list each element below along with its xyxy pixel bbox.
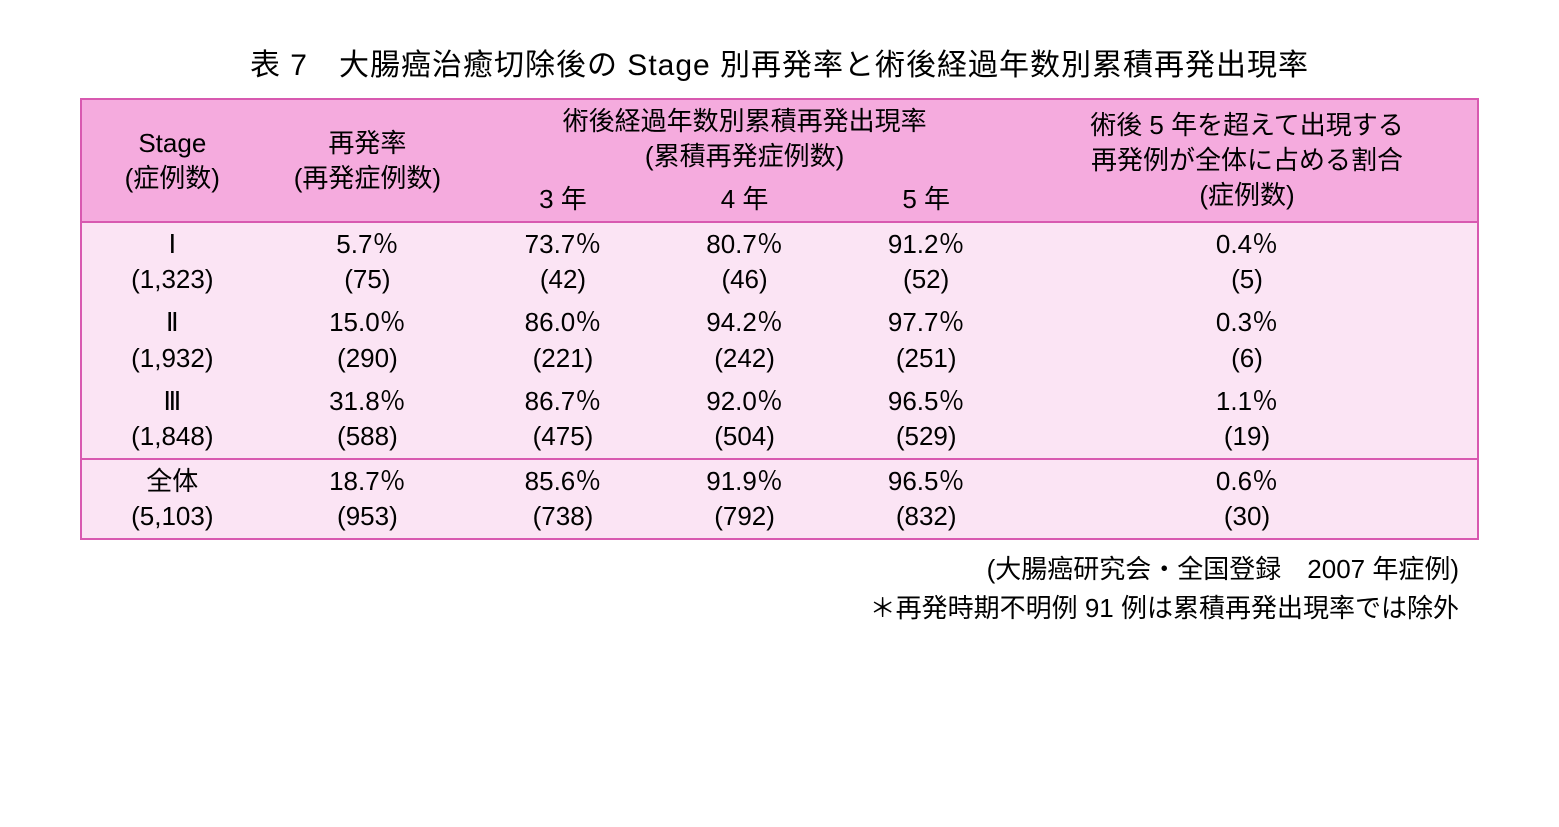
- col-stage-header: Stage (症例数): [81, 99, 263, 222]
- table-row: Ⅲ (1,848) 31.8％ (588) 86.7％ (475) 92.0％ (504) 96…: [81, 380, 1478, 459]
- cell-recur-value: 15.0％: [329, 307, 406, 337]
- cell-stage: Ⅱ (1,932): [81, 301, 263, 379]
- cell-recur-value: 5.7％: [336, 229, 398, 259]
- cell-recur-count: (75): [344, 264, 390, 294]
- cell-stage-value: Ⅱ: [166, 307, 179, 337]
- cell-stage-count: (1,932): [131, 343, 213, 373]
- col-over5-l3: (症例数): [1199, 180, 1294, 210]
- col-cum-l1: 術後経過年数別累積再発出現率: [563, 106, 927, 136]
- cell-y3-value: 86.0％: [525, 307, 602, 337]
- cell-over5-count: (19): [1224, 421, 1270, 451]
- cell-over5-count: (6): [1231, 343, 1263, 373]
- col-over5-l1: 術後 5 年を超えて出現する: [1090, 110, 1404, 140]
- col-recur-l2: (再発症例数): [294, 163, 441, 193]
- cell-y5: 91.2％ (52): [835, 222, 1017, 301]
- cell-y3-count: (475): [533, 421, 594, 451]
- cell-stage-total-value: 全体: [146, 466, 198, 496]
- cell-over5: 1.1％ (19): [1017, 380, 1478, 459]
- cell-stage-count: (1,323): [131, 264, 213, 294]
- cell-recur-total-value: 18.7％: [329, 466, 406, 496]
- col-y4: 4 年: [654, 178, 836, 222]
- cell-y4-total-value: 91.9％: [706, 466, 783, 496]
- footnote-2: ＊再発時期不明例 91 例は累積再発出現率では除外: [80, 589, 1479, 628]
- table-header-row-1: Stage (症例数) 再発率 (再発症例数) 術後経過年数別累積再発出現率 (…: [81, 99, 1478, 178]
- cell-stage-total: 全体 (5,103): [81, 459, 263, 539]
- cell-y5-value: 97.7％: [888, 307, 965, 337]
- col-y5: 5 年: [835, 178, 1017, 222]
- cell-y5-count: (251): [896, 343, 957, 373]
- cell-y3: 86.0％ (221): [472, 301, 654, 379]
- cell-over5: 0.4％ (5): [1017, 222, 1478, 301]
- col-y3: 3 年: [472, 178, 654, 222]
- cell-y4-count: (504): [714, 421, 775, 451]
- cell-y4: 80.7％ (46): [654, 222, 836, 301]
- cell-recur: 5.7％ (75): [263, 222, 473, 301]
- cell-y5-value: 91.2％: [888, 229, 965, 259]
- cell-y3: 73.7％ (42): [472, 222, 654, 301]
- cell-y3-total-count: (738): [533, 501, 594, 531]
- table-row: Ⅰ (1,323) 5.7％ (75) 73.7％ (42) 80.7％ (46) 91.2％ (…: [81, 222, 1478, 301]
- cell-y3: 86.7％ (475): [472, 380, 654, 459]
- col-over5-l2: 再発例が全体に占める割合: [1091, 145, 1403, 175]
- cell-stage-count: (1,848): [131, 421, 213, 451]
- cell-y3-value: 73.7％: [525, 229, 602, 259]
- table-title: 表 7 大腸癌治癒切除後の Stage 別再発率と術後経過年数別累積再発出現率: [80, 40, 1479, 84]
- cell-y5: 97.7％ (251): [835, 301, 1017, 379]
- cell-over5-total-count: (30): [1224, 501, 1270, 531]
- col-stage-l2: (症例数): [125, 163, 220, 193]
- cell-y5-total-value: 96.5％: [888, 466, 965, 496]
- cell-over5-total-value: 0.6％: [1216, 466, 1278, 496]
- cell-y5-value: 96.5％: [888, 386, 965, 416]
- cell-stage-total-count: (5,103): [131, 501, 213, 531]
- cell-recur-total-count: (953): [337, 501, 398, 531]
- col-recur-l1: 再発率: [328, 128, 406, 158]
- cell-stage-value: Ⅰ: [168, 229, 176, 259]
- cell-y5-total-count: (832): [896, 501, 957, 531]
- cell-y5-total: 96.5％ (832): [835, 459, 1017, 539]
- cell-y4: 92.0％ (504): [654, 380, 836, 459]
- col-cum-header: 術後経過年数別累積再発出現率 (累積再発症例数): [472, 99, 1017, 178]
- cell-stage-value: Ⅲ: [163, 386, 181, 416]
- cell-y5-count: (529): [896, 421, 957, 451]
- cell-over5: 0.3％ (6): [1017, 301, 1478, 379]
- cell-recur-total: 18.7％ (953): [263, 459, 473, 539]
- cell-over5-value: 0.4％: [1216, 229, 1278, 259]
- cell-over5-count: (5): [1231, 264, 1263, 294]
- cell-y4-total: 91.9％ (792): [654, 459, 836, 539]
- col-over5-header: 術後 5 年を超えて出現する 再発例が全体に占める割合 (症例数): [1017, 99, 1478, 222]
- cell-recur: 31.8％ (588): [263, 380, 473, 459]
- cell-recur-count: (290): [337, 343, 398, 373]
- cell-y3-value: 86.7％: [525, 386, 602, 416]
- footnote-1: (大腸癌研究会・全国登録 2007 年症例): [80, 550, 1479, 589]
- cell-y4-total-count: (792): [714, 501, 775, 531]
- cell-over5-value: 1.1％: [1216, 386, 1278, 416]
- cell-y4: 94.2％ (242): [654, 301, 836, 379]
- cell-recur-value: 31.8％: [329, 386, 406, 416]
- cell-y3-count: (221): [533, 343, 594, 373]
- cell-stage: Ⅰ (1,323): [81, 222, 263, 301]
- recurrence-table: Stage (症例数) 再発率 (再発症例数) 術後経過年数別累積再発出現率 (…: [80, 98, 1479, 540]
- cell-y3-total-value: 85.6％: [525, 466, 602, 496]
- cell-recur-count: (588): [337, 421, 398, 451]
- cell-y4-value: 80.7％: [706, 229, 783, 259]
- cell-y5-count: (52): [903, 264, 949, 294]
- cell-y3-count: (42): [540, 264, 586, 294]
- cell-y5: 96.5％ (529): [835, 380, 1017, 459]
- cell-y4-value: 94.2％: [706, 307, 783, 337]
- col-cum-l2: (累積再発症例数): [645, 141, 844, 171]
- col-recur-header: 再発率 (再発症例数): [263, 99, 473, 222]
- cell-recur: 15.0％ (290): [263, 301, 473, 379]
- table-row: Ⅱ (1,932) 15.0％ (290) 86.0％ (221) 94.2％ (242) 97…: [81, 301, 1478, 379]
- col-stage-l1: Stage: [138, 128, 206, 158]
- cell-y4-count: (46): [721, 264, 767, 294]
- cell-y4-value: 92.0％: [706, 386, 783, 416]
- cell-y3-total: 85.6％ (738): [472, 459, 654, 539]
- cell-stage: Ⅲ (1,848): [81, 380, 263, 459]
- footnotes: (大腸癌研究会・全国登録 2007 年症例) ＊再発時期不明例 91 例は累積再…: [80, 550, 1479, 628]
- table-row-total: 全体(5,103)18.7％(953)85.6％(738)91.9％(792)9…: [81, 459, 1478, 539]
- cell-y4-count: (242): [714, 343, 775, 373]
- cell-over5-value: 0.3％: [1216, 307, 1278, 337]
- cell-over5-total: 0.6％ (30): [1017, 459, 1478, 539]
